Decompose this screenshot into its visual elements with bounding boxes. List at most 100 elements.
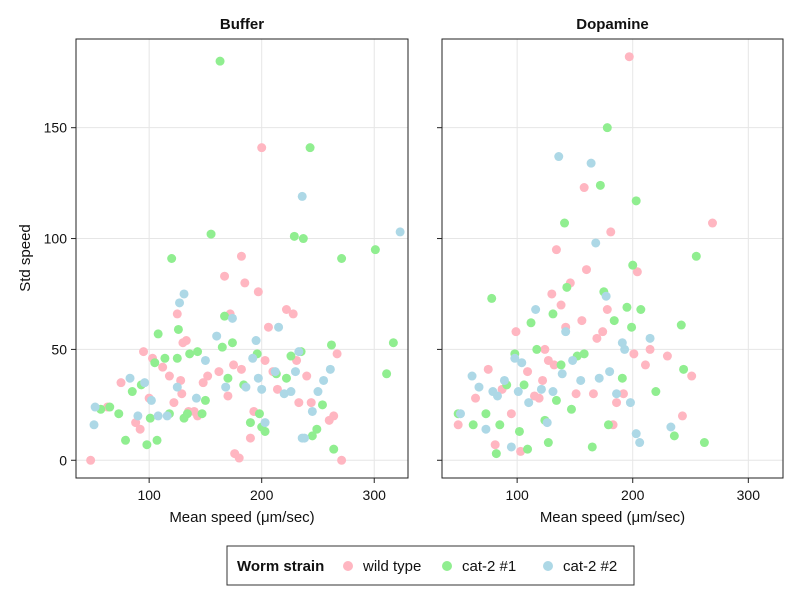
panel-buffer-point-cat-2-2 <box>313 387 323 397</box>
panel-dopamine-point-cat-2-2 <box>635 438 645 448</box>
panel-dopamine-point-cat-2-2 <box>467 371 477 381</box>
panel-buffer-point-cat-2-1 <box>182 409 192 419</box>
panel-buffer-point-cat-2-2 <box>248 353 258 363</box>
panel-dopamine-title: Dopamine <box>576 16 649 33</box>
panel-dopamine-point-wild-type <box>490 440 500 450</box>
panel-dopamine-point-cat-2-2 <box>517 358 527 368</box>
panel-dopamine-x-tick-label: 200 <box>621 487 645 503</box>
panel-buffer-point-cat-2-1 <box>185 349 195 359</box>
panel-dopamine-point-cat-2-2 <box>513 387 523 397</box>
panel-dopamine-point-cat-2-2 <box>554 152 564 162</box>
panel-dopamine-point-wild-type <box>540 344 550 354</box>
panel-buffer-point-cat-2-1 <box>223 373 233 383</box>
panel-dopamine-x-axis-label: Mean speed (μm/sec) <box>540 509 685 526</box>
panel-dopamine-point-cat-2-2 <box>645 333 655 343</box>
panel-dopamine-point-wild-type <box>551 245 561 255</box>
panel-buffer-point-cat-2-1 <box>307 431 317 441</box>
panel-dopamine-point-cat-2-2 <box>568 355 578 365</box>
panel-buffer-point-cat-2-2 <box>212 331 222 341</box>
panel-buffer-x-tick-label: 200 <box>250 487 274 503</box>
panel-buffer-point-cat-2-1 <box>289 231 299 241</box>
panel-dopamine-point-cat-2-2 <box>481 424 491 434</box>
panel-buffer-x-tick-label: 300 <box>363 487 387 503</box>
panel-buffer-point-wild-type <box>135 424 145 434</box>
panel-dopamine-point-cat-2-1 <box>669 431 679 441</box>
panel-buffer-point-cat-2-1 <box>142 440 152 450</box>
panel-dopamine-x-tick-label: 100 <box>505 487 529 503</box>
panel-buffer-point-cat-2-1 <box>127 387 137 397</box>
panel-buffer-point-cat-2-2 <box>395 227 405 237</box>
panel-dopamine-point-wild-type <box>640 360 650 370</box>
panel-dopamine-point-cat-2-2 <box>576 375 586 385</box>
panel-dopamine-point-cat-2-1 <box>595 180 605 190</box>
panel-buffer-point-cat-2-2 <box>299 433 309 443</box>
panel-dopamine-point-cat-2-1 <box>495 420 505 430</box>
panel-buffer-y-tick-label: 100 <box>44 231 68 247</box>
panel-dopamine-point-cat-2-1 <box>617 373 627 383</box>
panel-buffer-point-wild-type <box>332 349 342 359</box>
panel-dopamine-point-cat-2-2 <box>620 344 630 354</box>
panel-dopamine-point-wild-type <box>677 411 687 421</box>
panel-dopamine-point-cat-2-1 <box>543 438 553 448</box>
panel-buffer-point-wild-type <box>229 360 239 370</box>
panel-buffer-point-cat-2-1 <box>145 413 155 423</box>
panel-dopamine-point-wild-type <box>662 351 672 361</box>
panel-dopamine-point-cat-2-1 <box>636 304 646 314</box>
panel-dopamine-point-cat-2-1 <box>468 420 478 430</box>
panel-dopamine-point-cat-2-1 <box>579 349 589 359</box>
panel-buffer-point-cat-2-1 <box>153 329 163 339</box>
legend-label-cat-2-2: cat-2 #2 <box>563 558 617 575</box>
panel-dopamine-point-cat-2-1 <box>587 442 597 452</box>
panel-dopamine-point-wild-type <box>687 371 697 381</box>
panel-dopamine-point-cat-2-1 <box>481 409 491 419</box>
panel-dopamine-point-wild-type <box>511 327 521 337</box>
panel-buffer-point-cat-2-1 <box>197 409 207 419</box>
panel-dopamine-point-wild-type <box>506 409 516 419</box>
panel-buffer-point-wild-type <box>158 362 168 372</box>
panel-buffer-point-cat-2-1 <box>388 338 398 348</box>
panel-dopamine-point-cat-2-2 <box>586 158 596 168</box>
y-axis-label: Std speed <box>17 224 34 292</box>
panel-dopamine-point-cat-2-1 <box>631 196 641 206</box>
legend-marker-cat-2-2 <box>543 561 553 571</box>
panel-dopamine-point-wild-type <box>547 289 557 299</box>
panel-buffer-point-wild-type <box>281 304 291 314</box>
panel-buffer-point-wild-type <box>329 411 339 421</box>
panel-buffer-point-cat-2-1 <box>105 402 115 412</box>
panel-dopamine-point-wild-type <box>606 227 616 237</box>
panel-dopamine-point-wild-type <box>624 52 634 62</box>
panel-dopamine-point-cat-2-1 <box>532 344 542 354</box>
panel-buffer-point-cat-2-2 <box>279 389 289 399</box>
panel-buffer-point-cat-2-1 <box>337 254 347 263</box>
panel-dopamine-point-cat-2-1 <box>526 318 536 328</box>
panel-dopamine-point-cat-2-2 <box>591 238 601 248</box>
panel-dopamine-point-wild-type <box>645 344 655 354</box>
panel-buffer-y-tick-label: 50 <box>51 341 67 357</box>
panel-dopamine-point-cat-2-1 <box>566 404 576 414</box>
panel-dopamine-point-cat-2-1 <box>628 260 638 270</box>
panel-buffer-point-cat-2-2 <box>319 375 329 385</box>
panel-buffer-point-cat-2-1 <box>298 234 308 244</box>
panel-dopamine-point-cat-2-2 <box>605 367 615 377</box>
panel-buffer-point-cat-2-1 <box>227 338 237 348</box>
panel-buffer-point-cat-2-1 <box>281 373 291 383</box>
panel-dopamine-point-cat-2-2 <box>548 387 558 397</box>
panel-dopamine-point-cat-2-1 <box>699 438 709 448</box>
panel-buffer-point-cat-2-1 <box>193 347 203 357</box>
panel-buffer-point-cat-2-1 <box>245 418 255 428</box>
panel-dopamine-point-wild-type <box>571 389 581 399</box>
panel-buffer-point-cat-2-2 <box>125 373 135 383</box>
panel-dopamine-point-wild-type <box>556 300 566 310</box>
panel-dopamine-point-cat-2-2 <box>492 391 502 401</box>
panel-buffer-point-cat-2-1 <box>370 245 380 255</box>
panel-buffer-point-cat-2-2 <box>290 367 300 377</box>
panel-buffer-point-cat-2-1 <box>215 56 225 66</box>
panel-dopamine-point-cat-2-1 <box>491 449 501 459</box>
panel-buffer-point-wild-type <box>198 378 208 388</box>
panel-buffer-point-cat-2-2 <box>172 382 182 392</box>
panel-dopamine-point-cat-2-2 <box>557 369 567 379</box>
panel-buffer-point-wild-type <box>164 371 174 381</box>
panel-dopamine-point-cat-2-2 <box>666 422 676 432</box>
panel-dopamine-point-cat-2-1 <box>551 395 561 405</box>
